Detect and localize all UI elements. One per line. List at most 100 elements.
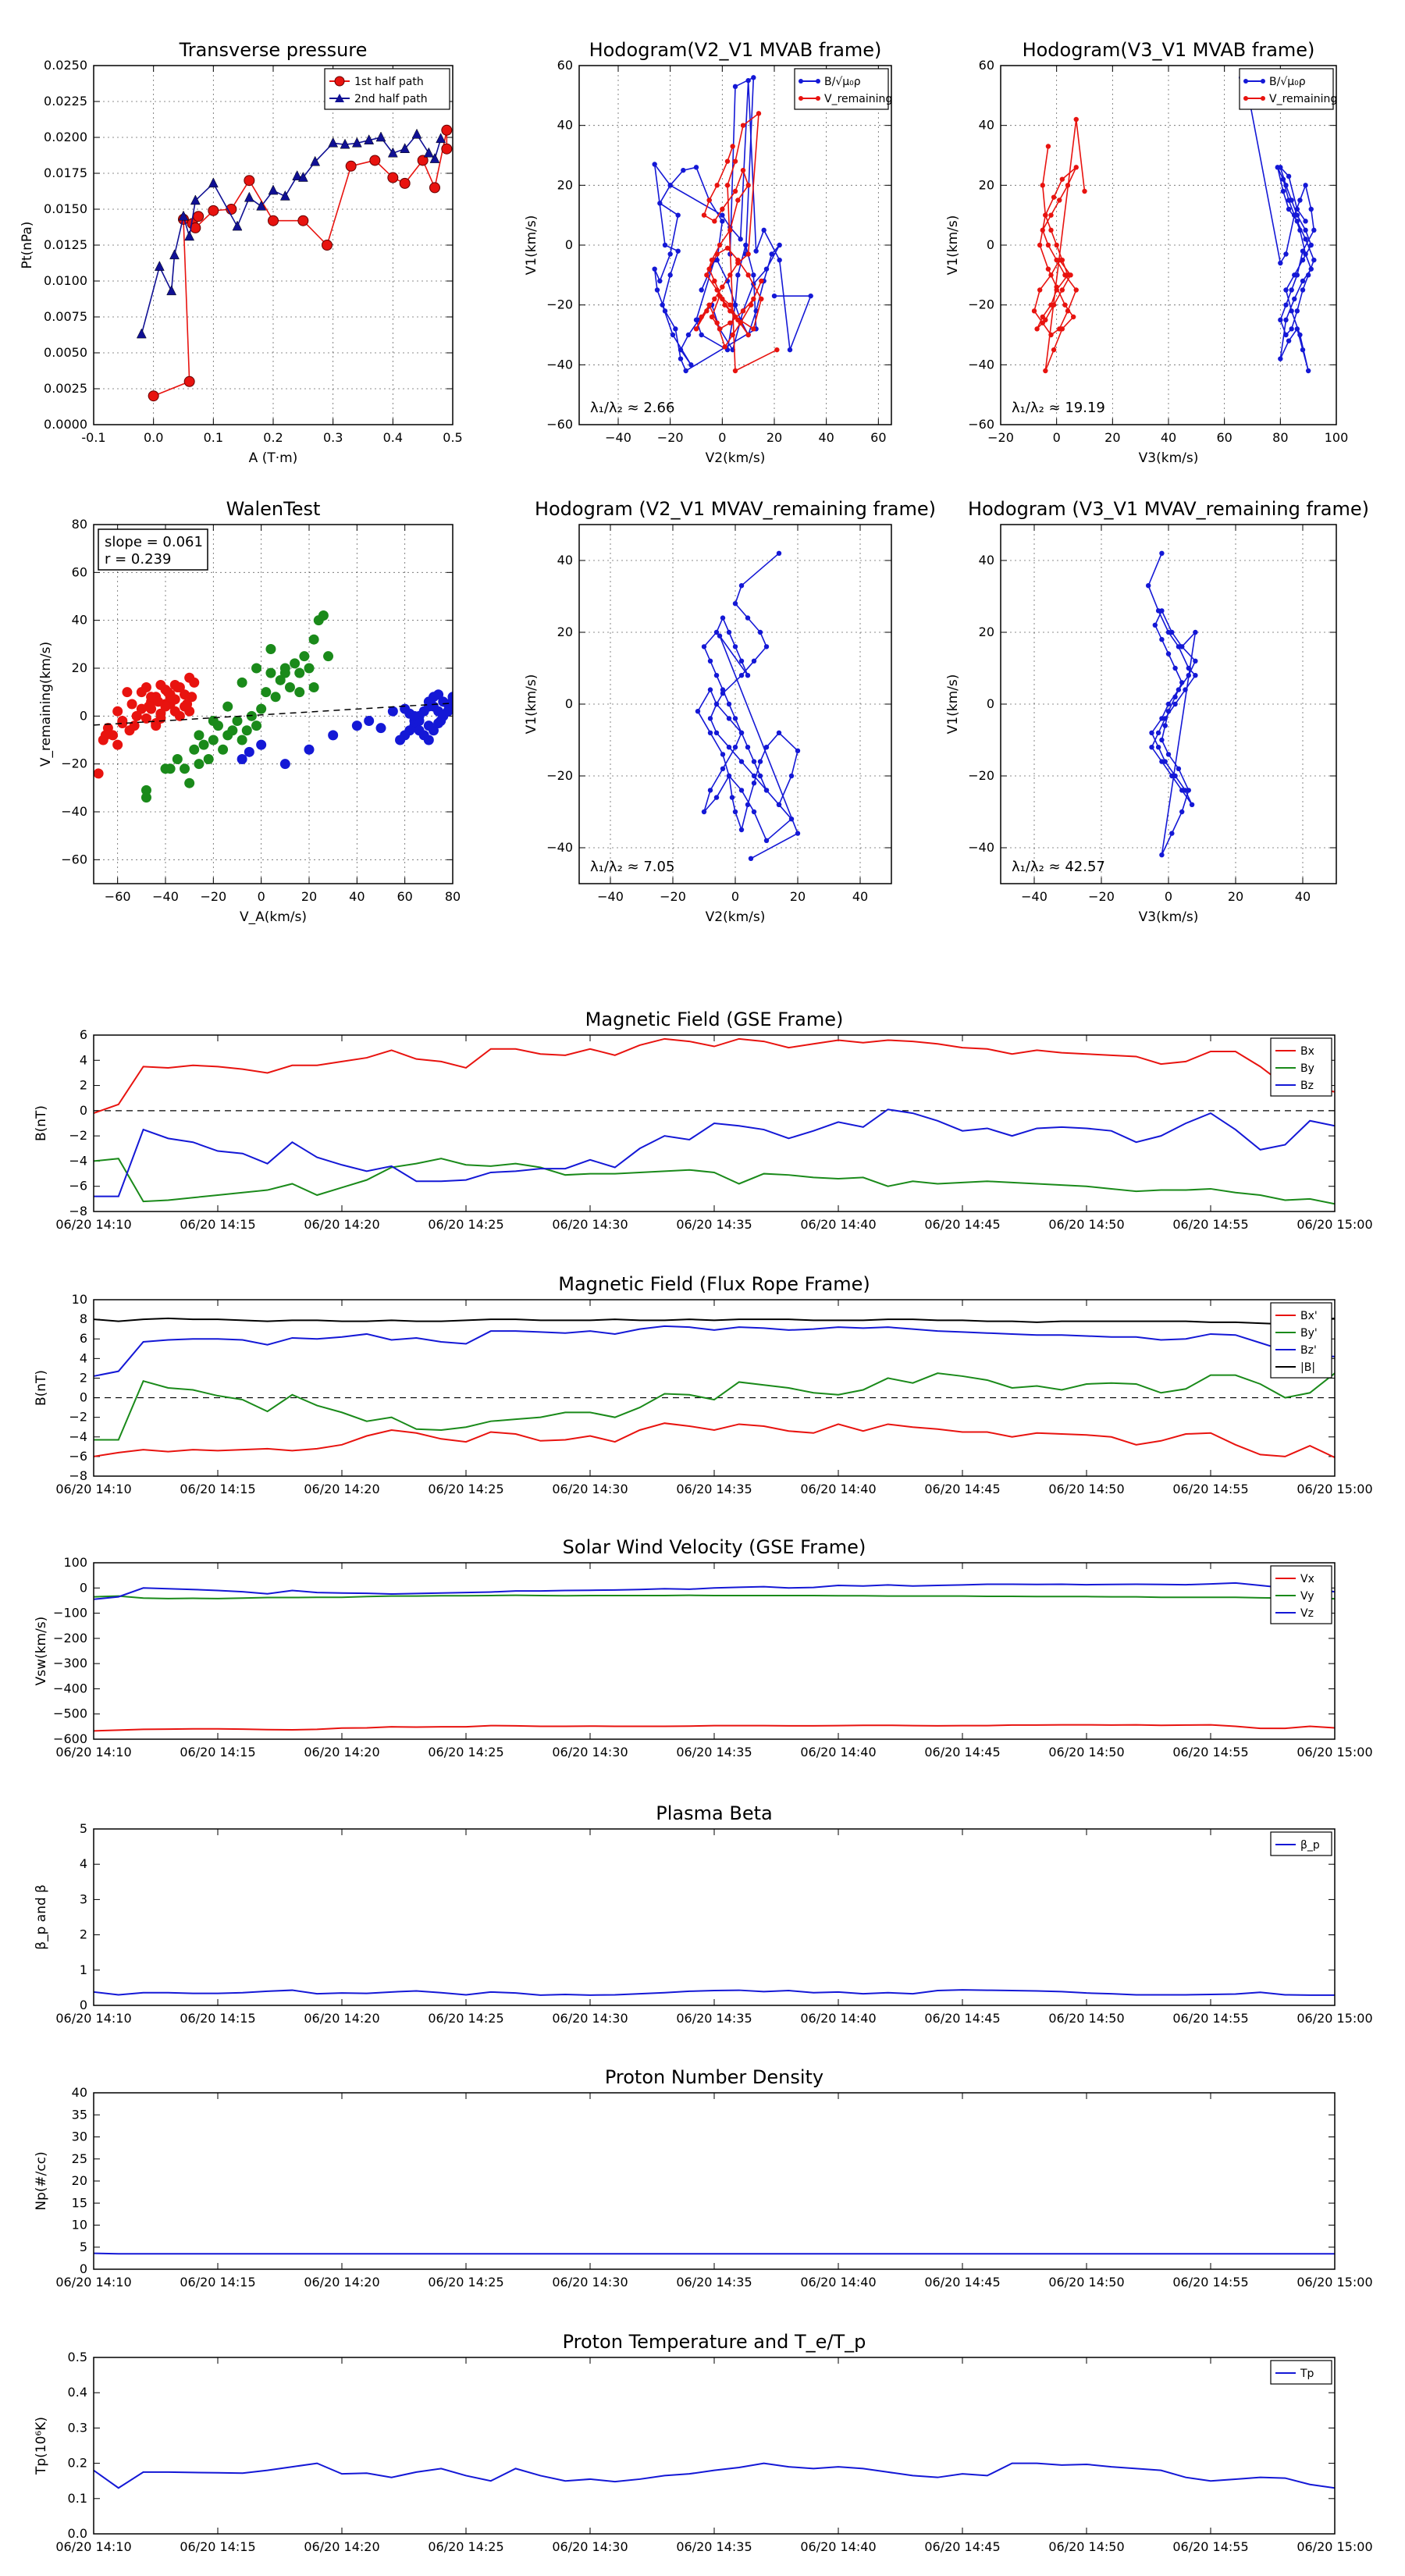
legend-label: β_p [1300, 1839, 1320, 1852]
scatter-point [318, 610, 329, 621]
series-line-β_p [94, 1989, 1335, 1996]
data-point [387, 172, 399, 183]
data-point [712, 296, 717, 302]
stats-text: r = 0.239 [105, 551, 171, 568]
data-point [745, 183, 751, 188]
data-point [751, 809, 757, 815]
scatter-point [364, 715, 375, 726]
x-tick-label: 06/20 14:35 [676, 2539, 752, 2554]
x-tick-label: 06/20 14:50 [1048, 2539, 1124, 2554]
data-point [751, 272, 756, 278]
x-tick-label: 06/20 14:30 [552, 2011, 628, 2026]
data-point [1045, 144, 1051, 149]
y-tick-label: 0.0150 [44, 201, 87, 216]
data-point [724, 245, 731, 251]
scatter-point [194, 759, 205, 770]
data-point [730, 144, 735, 149]
y-axis-label: V_remaining(km/s) [38, 642, 54, 767]
data-point [193, 211, 205, 222]
data-point [1289, 308, 1294, 314]
x-tick-label: 06/20 14:55 [1172, 2275, 1248, 2290]
data-point [154, 261, 165, 271]
x-tick-label: 06/20 14:30 [552, 1745, 628, 1759]
x-tick-label: 20 [301, 889, 317, 904]
data-point [776, 550, 782, 556]
data-point [190, 194, 201, 205]
x-tick-label: −20 [200, 889, 226, 904]
scatter-point [294, 667, 305, 678]
data-point [292, 170, 303, 180]
y-tick-label: 40 [979, 118, 994, 133]
y-tick-label: 3 [80, 1891, 87, 1906]
scatter-point [227, 725, 238, 736]
x-tick-label: 06/20 14:35 [676, 1217, 752, 1232]
chart-title: Magnetic Field (Flux Rope Frame) [558, 1273, 870, 1295]
data-point [727, 302, 733, 308]
y-tick-label: 6 [80, 1027, 87, 1042]
series-line-1st half path [153, 130, 448, 397]
x-tick-label: 06/20 14:25 [428, 2539, 503, 2554]
scatter-point [256, 739, 267, 750]
chart-h1: Hodogram(V2_V1 MVAB frame) −40 −20 0 20 40 60 −… [524, 39, 892, 466]
data-point [732, 716, 738, 721]
legend: Bx' By' Bz' |B| [1270, 1302, 1332, 1379]
data-point [701, 809, 707, 815]
data-point [1159, 737, 1165, 743]
data-point [738, 583, 745, 589]
data-point [364, 134, 375, 144]
x-tick-label: 60 [397, 889, 412, 904]
data-point [701, 644, 707, 649]
data-point [297, 171, 308, 182]
data-point [707, 730, 713, 735]
y-axis-label: Np(#/cc) [34, 2151, 49, 2210]
data-point [1179, 680, 1185, 685]
scatter-point [208, 715, 219, 726]
data-point [732, 158, 738, 164]
data-point [1159, 637, 1165, 642]
data-point [745, 251, 751, 257]
data-point [429, 153, 440, 163]
data-point [738, 320, 743, 326]
y-tick-label: 0.0225 [44, 94, 87, 109]
x-tick-label: 06/20 14:45 [924, 2275, 1000, 2290]
data-point [1297, 332, 1303, 338]
y-tick-label: 40 [979, 553, 994, 568]
y-tick-label: 15 [72, 2195, 87, 2210]
data-point [751, 658, 757, 664]
data-point [727, 308, 733, 314]
series-segment [1044, 119, 1077, 372]
scatter-point [251, 663, 262, 674]
data-point [1193, 658, 1198, 664]
scatter-point [246, 710, 257, 721]
chart-mag: Magnetic Field (GSE Frame) 06/20 14:10 06/… [34, 1009, 1373, 1232]
x-tick-label: 0.2 [263, 430, 283, 445]
data-point [1169, 831, 1175, 836]
data-point [1068, 272, 1073, 278]
chart-title: Hodogram (V3_V1 MVAV_remaining frame) [968, 498, 1369, 520]
data-point [756, 111, 762, 116]
x-tick-label: 06/20 15:00 [1297, 1217, 1372, 1232]
data-point [1172, 694, 1178, 699]
scatter-point [323, 651, 334, 662]
y-tick-label: −40 [968, 840, 994, 855]
y-tick-label: 20 [979, 177, 994, 192]
data-point [1292, 272, 1297, 278]
data-point [713, 673, 720, 678]
scatter-point [198, 739, 209, 750]
series-segment [719, 635, 799, 834]
scatter-point [294, 687, 305, 698]
scatter-point [122, 687, 133, 698]
scatter-point [351, 720, 362, 731]
scatter-point [279, 759, 290, 770]
data-point [738, 730, 745, 735]
plot-area [1146, 550, 1198, 858]
x-tick-label: 06/20 15:00 [1297, 2275, 1372, 2290]
data-point [1169, 629, 1175, 635]
chart-h3: Hodogram (V2_V1 MVAV_remaining frame) −40… [524, 498, 936, 925]
data-point [1283, 332, 1289, 338]
data-point [1294, 219, 1300, 224]
data-point [738, 658, 745, 664]
x-tick-label: 06/20 14:50 [1048, 2011, 1124, 2026]
legend: Vx Vy Vz [1270, 1565, 1332, 1624]
legend-label: Bz [1300, 1080, 1314, 1092]
